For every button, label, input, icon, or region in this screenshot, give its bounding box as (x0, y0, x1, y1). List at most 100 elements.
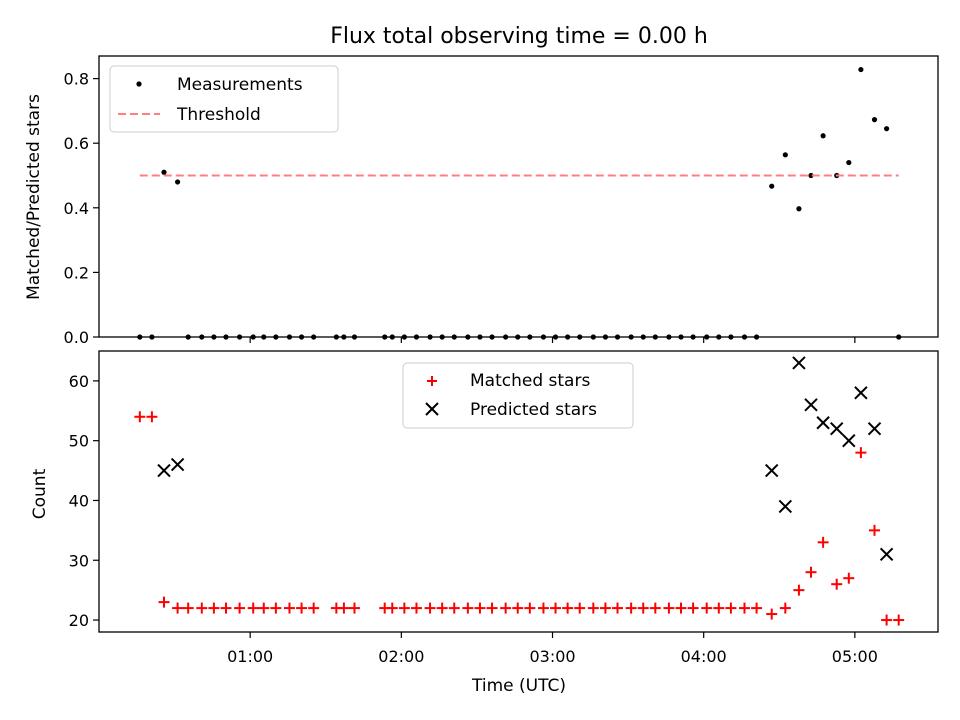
predicted-stars-point (778, 499, 793, 514)
bottom-legend-box (402, 362, 634, 429)
y-tick-label: 0.0 (64, 328, 89, 347)
matched-stars-point (158, 596, 170, 608)
matched-stars-point (649, 602, 661, 614)
matched-stars-point (562, 602, 574, 614)
x-stroke-b (804, 398, 818, 412)
matched-stars-point (208, 602, 220, 614)
predicted-stars-point (804, 398, 818, 412)
matched-stars-point (296, 602, 308, 614)
matched-stars-point (687, 602, 699, 614)
x-stroke-b (170, 457, 185, 472)
matched-stars-point (793, 584, 805, 596)
measurement-point (796, 206, 802, 212)
matched-stars-point (500, 602, 512, 614)
measurement-point (858, 66, 864, 73)
matched-stars-point (869, 524, 881, 536)
y-tick-label: 40 (69, 491, 89, 510)
measurement-point (808, 172, 814, 179)
chart-title: Flux total observing time = 0.00 h (330, 24, 708, 49)
legend-measurements-marker (136, 81, 142, 87)
x-stroke-b (157, 463, 171, 478)
matched-stars-point (436, 602, 448, 614)
x-stroke-b (867, 422, 882, 436)
matched-stars-point (574, 602, 586, 614)
matched-stars-point (196, 602, 208, 614)
predicted-stars-point (854, 386, 868, 400)
matched-stars-point (537, 602, 549, 614)
y-tick-label: 0.6 (64, 134, 89, 153)
predicted-stars-point (867, 422, 882, 436)
matched-stars-point (234, 602, 246, 614)
x-tick-label: 02:00 (378, 647, 424, 666)
matched-stars-point (308, 602, 320, 614)
measurement-point (884, 126, 890, 132)
y-tick-label: 0.8 (64, 70, 89, 89)
matched-stars-point (587, 602, 599, 614)
y-tick-label: 30 (69, 551, 89, 570)
matched-stars-point (612, 602, 624, 614)
matched-stars-point (283, 602, 295, 614)
x-stroke-b (830, 422, 844, 436)
legend-measurements-label: Measurements (177, 75, 303, 95)
matched-stars-point (462, 602, 474, 614)
matched-stars-point (247, 602, 259, 614)
bottom-ylabel: Count (30, 468, 50, 519)
measurement-point (871, 117, 878, 123)
matched-stars-point (512, 602, 524, 614)
matched-stars-point (182, 602, 194, 614)
matched-stars-point (663, 602, 675, 614)
matched-stars-point (524, 602, 536, 614)
predicted-stars-point (170, 457, 185, 472)
measurement-point (769, 183, 775, 189)
matched-stars-point (779, 602, 791, 614)
matched-stars-point (474, 602, 486, 614)
x-tick-label: 03:00 (529, 647, 575, 666)
x-stroke-b (842, 433, 856, 448)
y-tick-label: 0.2 (64, 263, 89, 282)
x-stroke-b (765, 463, 779, 478)
matched-stars-point (398, 602, 410, 614)
measurement-point (846, 159, 852, 166)
measurement-point (820, 133, 826, 139)
matched-stars-point (448, 602, 460, 614)
x-tick-label: 01:00 (227, 647, 273, 666)
matched-stars-point (410, 602, 422, 614)
bottom-axis-ticks: 20 30 40 50 60 01:00 02:00 03:00 04:00 05:00 (69, 372, 878, 666)
predicted-stars-point (792, 356, 806, 370)
bottom-axes-frame (98, 350, 939, 633)
matched-stars-point (675, 602, 687, 614)
matched-stars-point (550, 602, 562, 614)
matched-stars-point (817, 536, 829, 548)
predicted-stars-point (830, 422, 844, 436)
matched-stars-point (134, 411, 146, 423)
matched-stars-point (258, 602, 270, 614)
matched-stars-point (348, 602, 360, 614)
legend-predicted-label: Predicted stars (470, 400, 597, 420)
legend-matched-label: Matched stars (470, 371, 590, 391)
bottom-xlabel: Time (UTC) (471, 676, 566, 696)
predicted-stars-point (879, 547, 894, 561)
x-stroke-b (778, 499, 793, 514)
matched-stars-point (893, 614, 905, 626)
measurement-point (782, 152, 788, 158)
x-tick-label: 04:00 (681, 647, 727, 666)
top-legend-box (109, 65, 339, 133)
matched-stars-point (725, 602, 737, 614)
matched-stars-point (713, 602, 725, 614)
top-axes-frame (98, 55, 939, 338)
matched-stars-point (805, 566, 817, 578)
x-stroke-b (816, 416, 830, 430)
x-tick-label: 05:00 (832, 647, 878, 666)
bottom-legend: Matched stars Predicted stars (402, 362, 634, 429)
matched-stars-point (855, 447, 867, 459)
predicted-stars-point (842, 433, 856, 448)
top-legend: Measurements Threshold (109, 65, 339, 133)
matched-stars-point (843, 572, 855, 584)
measurement-point (175, 179, 181, 185)
matched-stars-point (270, 602, 282, 614)
matched-stars-point (220, 602, 232, 614)
x-stroke-b (792, 356, 806, 370)
x-stroke-b (854, 386, 868, 400)
matched-stars-point (701, 602, 713, 614)
